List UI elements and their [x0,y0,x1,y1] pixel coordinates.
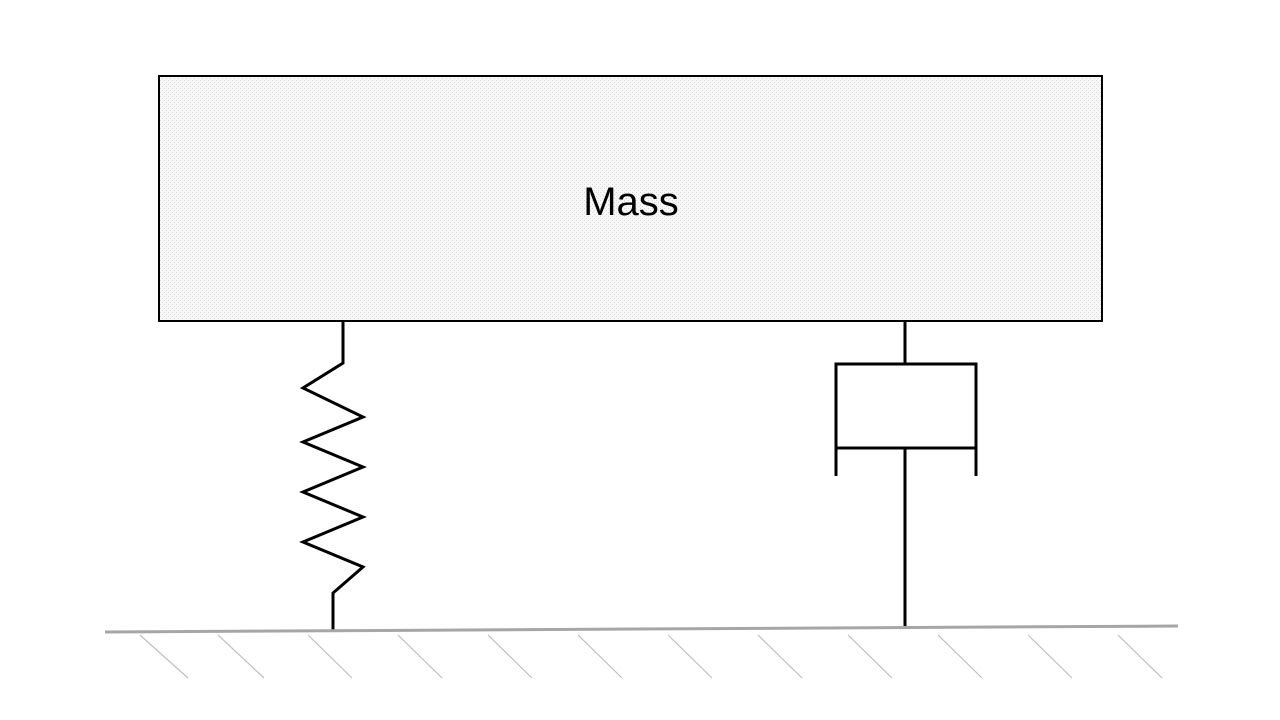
ground-line [104,624,1179,634]
spring [299,321,367,630]
ground-hatching [139,634,1163,679]
mass-label: Mass [583,180,679,224]
mass-block: Mass [158,75,1103,322]
ground [104,624,1179,679]
damper [834,321,978,626]
damper-cylinder [834,362,978,476]
mass-rectangle [158,75,1103,322]
